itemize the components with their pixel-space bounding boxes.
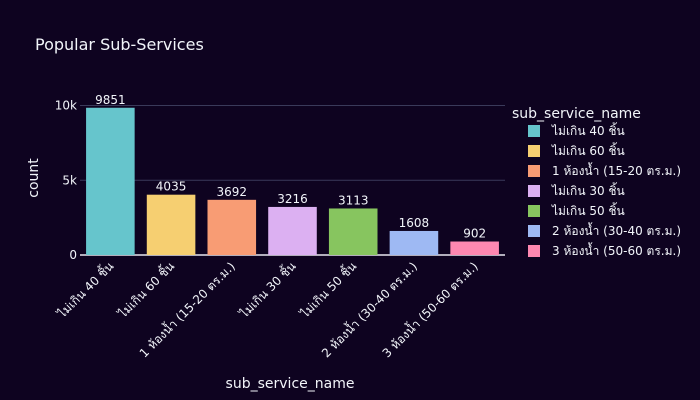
bar[interactable] [146, 194, 196, 255]
legend-swatch [528, 125, 540, 137]
bars [86, 107, 499, 255]
bar-value-label: 3692 [217, 185, 248, 199]
legend-item[interactable]: ไม่เกิน 40 ชิ้น [528, 122, 625, 138]
y-axis-ticks: 0 5k 10k [55, 99, 77, 262]
legend-swatch [528, 225, 540, 237]
y-axis-title: count [26, 158, 42, 198]
x-axis-title: sub_service_name [226, 376, 355, 392]
legend-label: ไม่เกิน 60 ชิ้น [551, 142, 625, 158]
y-tick-label: 0 [69, 248, 77, 262]
bar[interactable] [207, 199, 257, 255]
legend-swatch [528, 185, 540, 197]
x-tick-label: ไม่เกิน 40 ชิ้น [53, 258, 116, 321]
legend-swatch [528, 245, 540, 257]
legend-item[interactable]: 2 ห้องน้ำ (30-40 ตร.ม.) [528, 222, 681, 238]
legend-swatch [528, 165, 540, 177]
bar[interactable] [450, 241, 499, 255]
bar-value-label: 902 [463, 227, 486, 241]
legend-item[interactable]: ไม่เกิน 60 ชิ้น [528, 142, 625, 158]
legend-swatch [528, 145, 540, 157]
y-tick-label: 10k [55, 99, 77, 113]
chart-title: Popular Sub-Services [35, 35, 204, 54]
legend-label: 1 ห้องน้ำ (15-20 ตร.ม.) [552, 162, 681, 178]
x-axis-ticks: ไม่เกิน 40 ชิ้น ไม่เกิน 60 ชิ้น1 ห้องน้ำ … [53, 258, 481, 361]
legend-label: 2 ห้องน้ำ (30-40 ตร.ม.) [552, 222, 681, 238]
legend-label: ไม่เกิน 30 ชิ้น [551, 182, 625, 198]
legend[interactable]: ไม่เกิน 40 ชิ้นไม่เกิน 60 ชิ้น 1 ห้องน้ำ … [528, 122, 681, 258]
legend-item[interactable]: ไม่เกิน 50 ชิ้น [528, 202, 625, 218]
x-tick-label: ไม่เกิน 60 ชิ้น [114, 258, 177, 321]
bar[interactable] [268, 206, 317, 255]
bar-value-label: 3113 [338, 193, 369, 207]
legend-item[interactable]: ไม่เกิน 30 ชิ้น [528, 182, 625, 198]
bar-value-label: 1608 [399, 216, 430, 230]
bar-value-label: 9851 [95, 93, 126, 107]
bar-value-label: 4035 [156, 180, 187, 194]
x-tick-label: 3 ห้องน้ำ (50-60 ตร.ม.) [378, 258, 481, 361]
legend-item[interactable]: 1 ห้องน้ำ (15-20 ตร.ม.) [528, 162, 681, 178]
legend-item[interactable]: 3 ห้องน้ำ (50-60 ตร.ม.) [528, 242, 681, 258]
bar-value-label: 3216 [277, 192, 308, 206]
legend-label: 3 ห้องน้ำ (50-60 ตร.ม.) [552, 242, 681, 258]
legend-label: ไม่เกิน 50 ชิ้น [551, 202, 625, 218]
legend-swatch [528, 205, 540, 217]
legend-title: sub_service_name [512, 106, 641, 122]
legend-label: ไม่เกิน 40 ชิ้น [551, 122, 625, 138]
bar[interactable] [328, 208, 378, 255]
y-tick-label: 5k [62, 173, 77, 187]
bar[interactable] [389, 230, 439, 255]
x-tick-label: ไม่เกิน 50 ชิ้น [296, 258, 359, 321]
data-labels: 9851 4035 3692 3216 3113 1608 902 [95, 93, 486, 241]
x-tick-label: ไม่เกิน 30 ชิ้น [235, 258, 298, 321]
bar[interactable] [86, 107, 135, 255]
x-tick-label: 1 ห้องน้ำ (15-20 ตร.ม.) [135, 258, 238, 361]
